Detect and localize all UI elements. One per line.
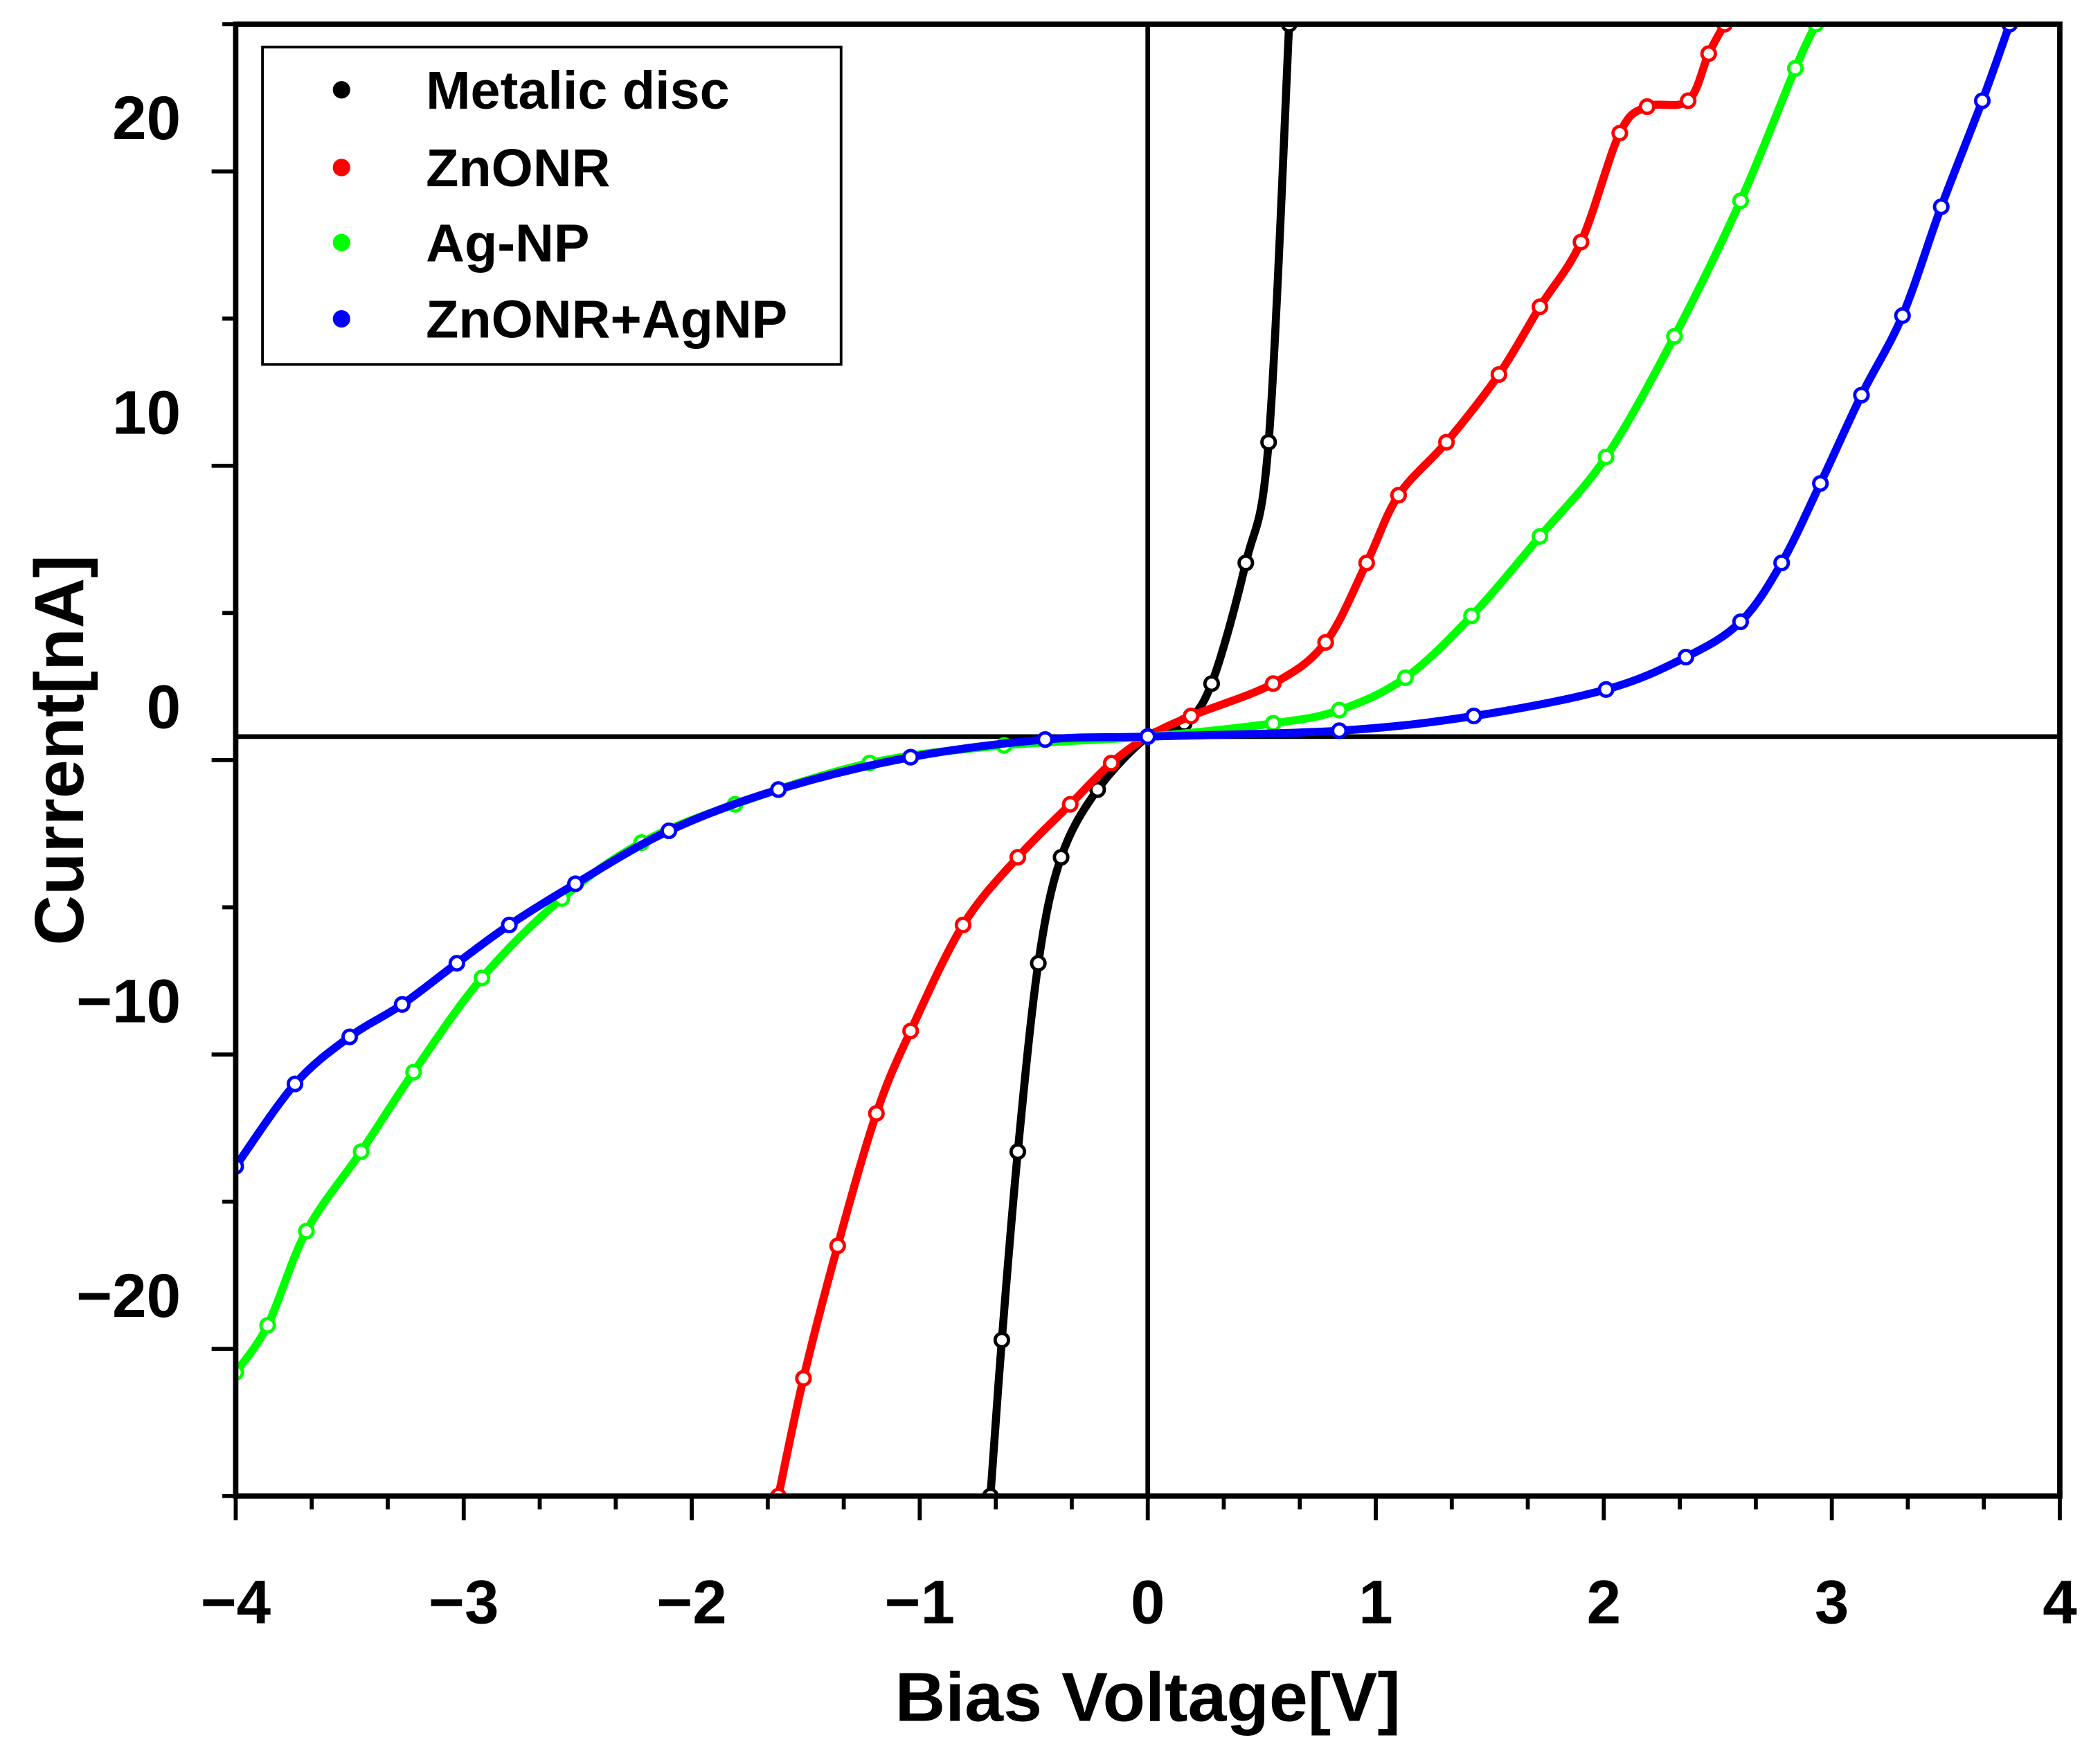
data-point-znonr	[795, 1370, 812, 1387]
data-point-znonr-agnp	[1732, 613, 1750, 631]
data-point-znonr	[1009, 849, 1027, 866]
y-tick-label: 20	[112, 83, 181, 152]
data-point-znonr-agnp	[1465, 708, 1482, 725]
data-point-znonr-agnp	[341, 1028, 359, 1045]
data-point-znonr-agnp	[1597, 681, 1615, 698]
data-point-znonr-agnp	[1812, 475, 1829, 492]
data-point-znonr-agnp	[770, 781, 787, 798]
data-point-ag-np	[1597, 448, 1615, 466]
data-point-ag-np	[1463, 607, 1480, 625]
x-tick-label: −2	[656, 1568, 726, 1637]
data-point-znonr-agnp	[1894, 307, 1911, 324]
y-tick-label: 0	[147, 672, 181, 741]
legend-box	[261, 45, 843, 366]
legend-marker-znonr-agnp	[332, 309, 350, 328]
x-axis-title: Bias Voltage[V]	[895, 1659, 1401, 1736]
y-tick-label: −20	[76, 1261, 181, 1330]
data-point-znonr-agnp	[1853, 386, 1870, 404]
data-point-ag-np	[474, 969, 491, 987]
data-point-ag-np	[1666, 327, 1683, 345]
data-point-znonr	[1532, 298, 1549, 316]
legend-marker-metalic-disc	[332, 81, 350, 99]
data-point-znonr-agnp	[1773, 554, 1791, 572]
data-point-znonr-agnp	[1331, 722, 1348, 739]
legend-label-znonr: ZnONR	[426, 138, 610, 198]
x-tick-label: 4	[2043, 1568, 2076, 1637]
data-point-metalic-disc	[1203, 675, 1221, 692]
data-point-metalic-disc	[993, 1331, 1011, 1349]
data-point-znonr	[1490, 366, 1507, 384]
data-point-znonr	[1390, 487, 1408, 504]
data-point-znonr-agnp	[1139, 728, 1156, 745]
data-point-znonr-agnp	[501, 916, 518, 934]
data-point-ag-np	[1732, 192, 1750, 210]
legend-label-znonr-agnp: ZnONR+AgNP	[426, 290, 787, 350]
y-tick-label: −10	[76, 967, 181, 1036]
data-point-znonr-agnp	[902, 748, 919, 766]
x-tick-label: 1	[1358, 1568, 1392, 1637]
data-point-metalic-disc	[1260, 433, 1277, 451]
data-point-znonr	[954, 916, 972, 934]
data-point-ag-np	[259, 1317, 276, 1334]
x-tick-label: 2	[1587, 1568, 1621, 1637]
legend: Metalic disc ZnONR Ag-NP ZnONR+AgNP	[261, 45, 843, 366]
data-point-znonr-agnp	[1973, 92, 1991, 109]
data-point-znonr-agnp	[1036, 731, 1054, 748]
data-point-metalic-disc	[1089, 781, 1106, 798]
data-point-znonr	[1638, 98, 1655, 116]
data-point-znonr-agnp	[661, 822, 678, 840]
data-point-metalic-disc	[1052, 849, 1070, 866]
data-point-ag-np	[298, 1223, 315, 1240]
y-tick-label: 10	[112, 377, 181, 447]
data-point-znonr	[1438, 433, 1455, 451]
data-point-znonr	[1317, 634, 1334, 651]
legend-marker-znonr	[332, 159, 350, 177]
x-tick-label: −4	[201, 1568, 271, 1637]
legend-marker-ag-np	[332, 233, 350, 251]
legend-label-metalic-disc: Metalic disc	[426, 61, 730, 120]
data-point-znonr	[829, 1237, 846, 1255]
data-point-ag-np	[1786, 60, 1804, 77]
x-tick-label: −3	[429, 1568, 499, 1637]
data-point-ag-np	[405, 1063, 422, 1081]
data-point-znonr	[1572, 233, 1590, 251]
data-point-znonr-agnp	[567, 875, 584, 892]
data-point-znonr	[902, 1022, 919, 1040]
data-point-znonr	[1358, 554, 1375, 572]
data-point-znonr-agnp	[393, 996, 411, 1013]
x-tick-label: 0	[1131, 1568, 1165, 1637]
data-point-znonr	[1680, 92, 1697, 109]
data-point-ag-np	[352, 1143, 370, 1160]
data-point-metalic-disc	[1009, 1143, 1027, 1160]
data-point-znonr-agnp	[448, 955, 465, 972]
data-point-znonr-agnp	[1932, 198, 1950, 215]
x-tick-label: 3	[1815, 1568, 1849, 1637]
data-point-znonr-agnp	[286, 1075, 304, 1093]
data-point-znonr-agnp	[1677, 648, 1694, 666]
x-tick-label: −1	[885, 1568, 955, 1637]
data-point-znonr	[868, 1104, 885, 1122]
data-point-znonr	[1264, 675, 1282, 692]
data-point-znonr	[1061, 796, 1079, 813]
data-point-znonr	[1700, 45, 1717, 62]
legend-label-ag-np: Ag-NP	[426, 213, 589, 273]
data-point-metalic-disc	[1030, 955, 1047, 972]
data-point-znonr	[1183, 708, 1200, 725]
data-point-ag-np	[1532, 528, 1549, 545]
data-point-ag-np	[1331, 701, 1348, 719]
data-point-ag-np	[1264, 715, 1282, 732]
data-point-znonr	[1102, 755, 1120, 772]
data-point-ag-np	[1397, 669, 1414, 686]
data-point-znonr	[1611, 125, 1628, 142]
data-point-metalic-disc	[1237, 554, 1255, 572]
y-axis-title: Current[nA]	[21, 555, 98, 945]
